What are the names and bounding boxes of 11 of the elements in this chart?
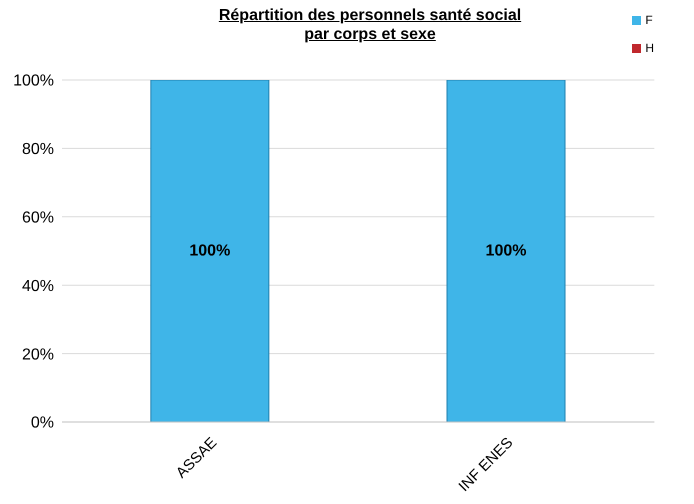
y-tick-label: 0% xyxy=(30,414,54,432)
chart-title: Répartition des personnels santé social par corps et sexe xyxy=(218,6,522,44)
legend-label: F xyxy=(645,13,653,27)
legend-label: H xyxy=(645,41,654,55)
y-tick-label: 20% xyxy=(22,346,54,364)
y-tick-label: 100% xyxy=(13,72,54,90)
y-tick-label: 60% xyxy=(22,209,54,226)
y-tick-label: 80% xyxy=(22,141,54,158)
data-label: 100% xyxy=(486,242,526,260)
data-label: 100% xyxy=(189,242,230,260)
y-tick-label: 40% xyxy=(22,278,54,295)
